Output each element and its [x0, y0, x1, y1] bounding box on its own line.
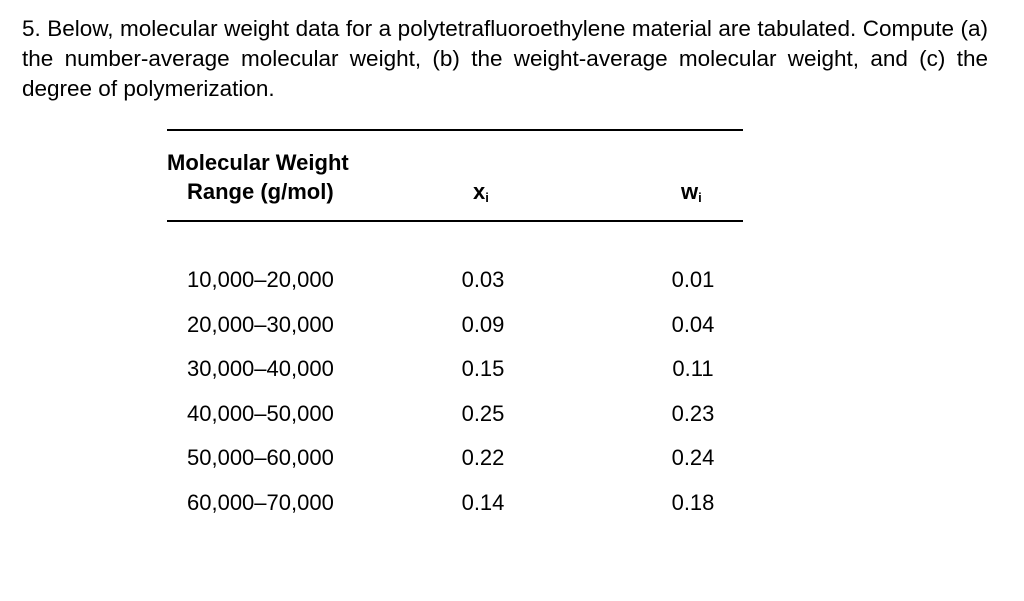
header-range-line2: Range (g/mol)	[187, 179, 334, 204]
range-cell: 60,000–70,000	[187, 489, 334, 515]
range-cell: 30,000–40,000	[187, 356, 334, 381]
header-range-line1: Molecular Weight	[167, 150, 349, 175]
w-cell: 0.23	[671, 400, 715, 426]
x-cell: 0.14	[461, 489, 505, 515]
range-cell: 20,000–30,000	[187, 311, 334, 337]
header-x-sub: i	[485, 190, 489, 205]
header-w-main: w	[681, 179, 699, 204]
header-w: wi	[681, 177, 702, 212]
range-cell: 10,000–20,000	[187, 267, 334, 292]
x-cell: 0.22	[461, 445, 505, 470]
header-w-sub: i	[698, 190, 702, 205]
w-cell: 0.18	[671, 489, 715, 515]
x-cell: 0.25	[461, 400, 505, 426]
header-rule	[167, 220, 743, 222]
w-cell: 0.04	[671, 311, 715, 337]
header-x-main: x	[473, 179, 486, 204]
range-cell: 40,000–50,000	[187, 400, 334, 426]
w-cell: 0.24	[671, 445, 715, 470]
range-cell: 50,000–60,000	[187, 445, 334, 470]
w-cell: 0.01	[671, 267, 715, 292]
table-top-rule	[167, 129, 743, 131]
header-x: xi	[473, 177, 489, 212]
x-cell: 0.03	[461, 267, 505, 292]
x-cell: 0.09	[461, 311, 505, 337]
w-cell: 0.11	[672, 356, 714, 381]
question: 5. Below, molecular weight data for a po…	[22, 16, 988, 101]
x-cell: 0.15	[461, 356, 505, 381]
